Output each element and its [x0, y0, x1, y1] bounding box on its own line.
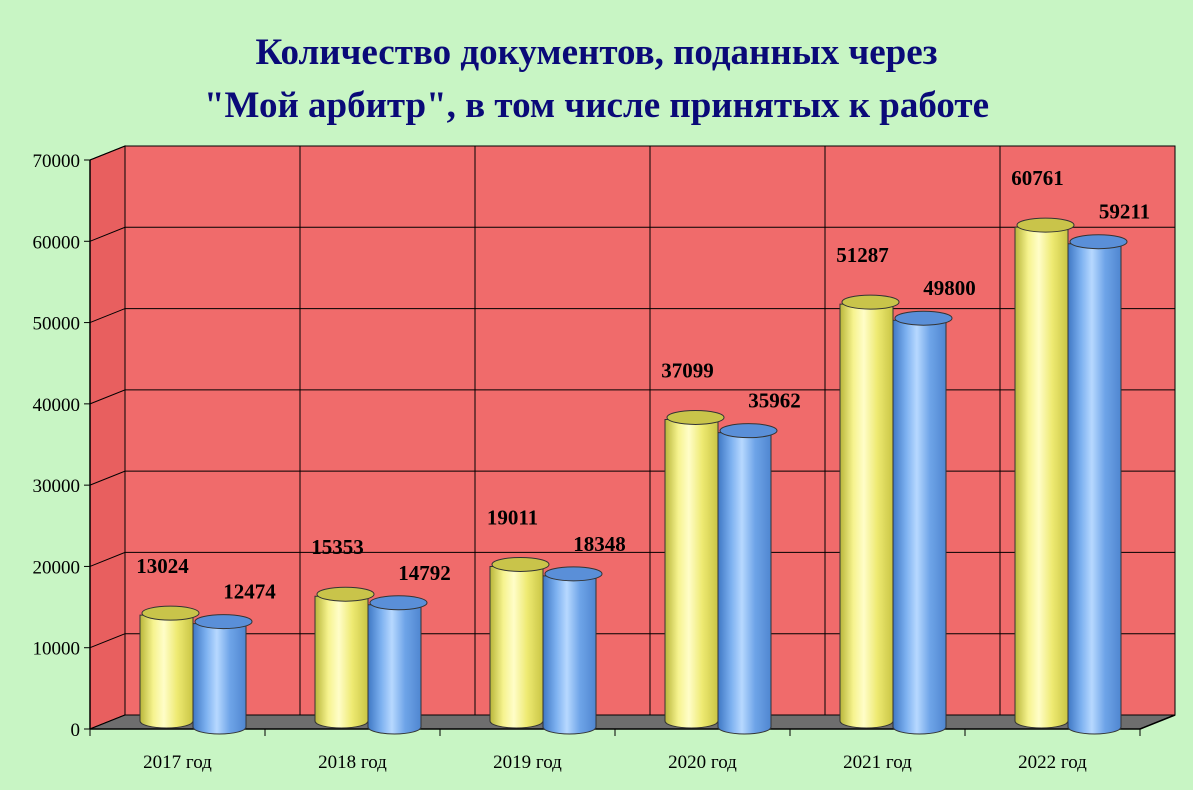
y-tick-label: 70000	[33, 151, 81, 172]
bar-cap-submitted	[316, 586, 375, 602]
data-label-accepted: 18348	[573, 532, 626, 556]
x-tick-label: 2019 год	[493, 752, 562, 773]
y-tick-label: 60000	[33, 232, 81, 253]
bar-cap-accepted	[1069, 234, 1128, 250]
x-tick-label: 2021 год	[843, 752, 912, 773]
y-tick-label: 50000	[33, 314, 81, 335]
data-label-submitted: 19011	[487, 505, 538, 529]
bar-submitted-2020 год	[664, 418, 719, 729]
y-tick-label: 40000	[33, 395, 81, 416]
bar-cap-submitted	[666, 409, 725, 425]
bar-accepted-2018 год	[367, 604, 422, 735]
bar-submitted-2018 год	[314, 595, 369, 729]
data-label-accepted: 49800	[923, 276, 976, 300]
bar-submitted-2021 год	[839, 303, 894, 729]
x-tick-label: 2022 год	[1018, 752, 1087, 773]
x-axis-end	[1139, 714, 1176, 730]
bar-cap-accepted	[894, 310, 953, 326]
data-label-submitted: 51287	[836, 243, 889, 267]
chart-side-wall	[89, 145, 126, 730]
chart-title-line-1: Количество документов, поданных через	[255, 32, 938, 73]
bar-cap-accepted	[194, 614, 253, 630]
y-tick-label: 10000	[33, 639, 81, 660]
y-tick-label: 0	[71, 720, 81, 741]
bar-accepted-2019 год	[542, 575, 597, 735]
data-label-accepted: 12474	[223, 580, 276, 604]
bar-cap-accepted	[719, 423, 778, 439]
data-label-submitted: 60761	[1011, 166, 1064, 190]
data-label-accepted: 35962	[748, 389, 801, 413]
data-label-accepted: 14792	[398, 561, 451, 585]
data-label-submitted: 15353	[311, 535, 364, 559]
bar-accepted-2017 год	[192, 623, 247, 735]
x-tick-label: 2018 год	[318, 752, 387, 773]
bar-accepted-2021 год	[892, 319, 947, 735]
x-tick-label: 2017 год	[143, 752, 212, 773]
y-tick-label: 20000	[33, 557, 81, 578]
data-label-submitted: 37099	[661, 358, 714, 382]
bar-cap-submitted	[841, 294, 900, 310]
bar-submitted-2017 год	[139, 614, 194, 729]
data-label-submitted: 13024	[136, 554, 189, 578]
y-tick-label: 30000	[33, 476, 81, 497]
bar-cap-accepted	[369, 595, 428, 611]
bar-submitted-2019 год	[489, 565, 544, 729]
x-tick-label: 2020 год	[668, 752, 737, 773]
bar-cap-submitted	[491, 556, 550, 572]
bar-accepted-2022 год	[1067, 243, 1122, 735]
bar-cap-submitted	[1016, 217, 1075, 233]
data-label-accepted: 59211	[1099, 200, 1150, 224]
chart-title: Количество документов, поданных через "М…	[0, 26, 1193, 132]
chart-title-line-2: "Мой арбитр", в том числе принятых к раб…	[203, 85, 990, 126]
bar-accepted-2020 год	[717, 432, 772, 735]
bar-cap-submitted	[141, 605, 200, 621]
bar-submitted-2022 год	[1014, 226, 1069, 729]
chart-floor	[89, 714, 1176, 730]
bar-cap-accepted	[544, 566, 603, 582]
